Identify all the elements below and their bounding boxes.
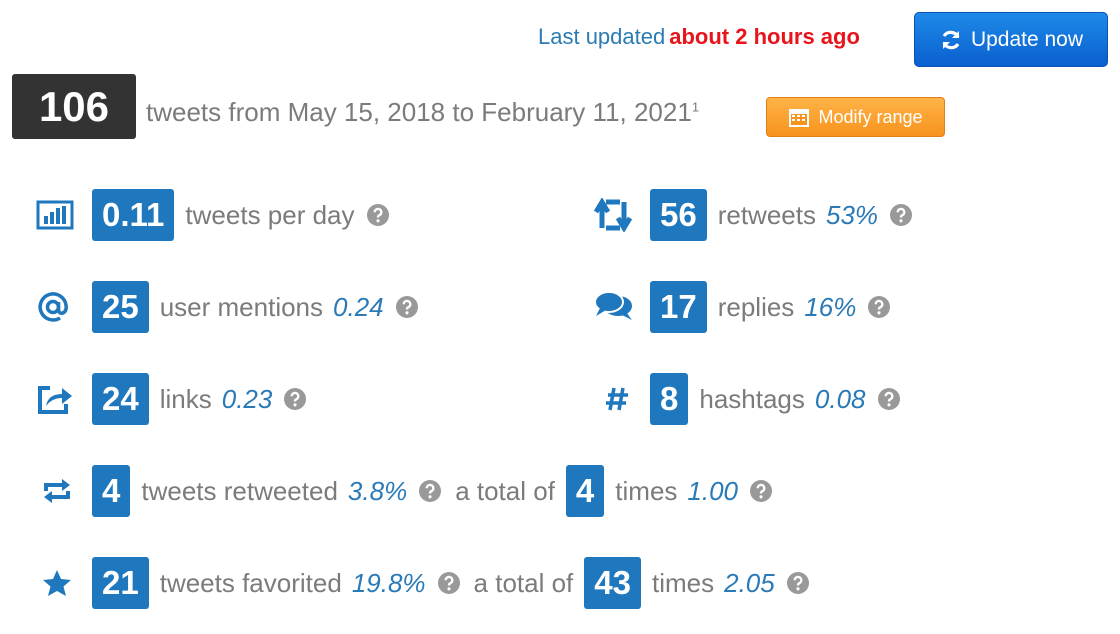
stat-row: 8 hashtags 0.08 [594,373,914,425]
icon-graphic [43,570,71,596]
help-icon[interactable] [890,204,913,226]
stat-label: hashtags [699,383,805,414]
stat-label: user mentions [159,291,324,322]
stat-value: 4 [92,465,131,517]
stat-value: 56 [650,189,707,241]
last-updated-value: about 2 hours ago [669,24,860,49]
stat-value: 24 [92,373,149,425]
icon-graphic [594,198,632,232]
icon [594,290,650,324]
last-updated: Last updated about 2 hours ago [538,24,860,50]
stat-ratio: 16% [804,291,857,322]
stat-ratio: 53% [825,199,879,230]
stat-ratio: 0.23 [221,383,273,414]
update-button-label: Update now [970,27,1084,51]
icon-graphic [437,572,460,594]
icon [36,477,92,505]
update-button[interactable]: Update now [914,12,1108,67]
icon [36,569,92,597]
tweet-count: 106 [12,74,136,139]
icon-graphic [786,572,809,594]
stat-value: 21 [92,557,149,609]
icon-graphic [877,388,900,410]
stat-value: 17 [650,281,707,333]
stat-row: 0.11 tweets per day [36,189,403,241]
icon-graphic [395,296,418,318]
icon-graphic [868,296,891,318]
icon [36,290,92,324]
icon-graphic [284,388,307,410]
modify-range-button[interactable]: Modify range [766,97,945,137]
icon-graphic [366,204,389,226]
icon-graphic [44,479,70,503]
range-text: tweets from May 15, 2018 to February 11,… [146,97,699,128]
help-icon[interactable] [877,388,900,410]
stat-row: 21 tweets favorited 19.8% a total of 43 … [36,557,823,609]
total-value: 43 [584,557,641,609]
icon-graphic [36,200,74,230]
total-unit: times [615,475,678,506]
stat-row: 25 user mentions 0.24 [36,281,432,333]
help-icon[interactable] [750,480,773,502]
stat-row: 17 replies 16% [594,281,904,333]
stat-value: 0.11 [92,189,175,241]
icon [36,200,92,230]
total-label: a total of [473,567,574,598]
icon [594,384,650,414]
help-icon[interactable] [868,296,891,318]
stat-label: retweets [717,199,816,230]
stat-value: 8 [650,373,689,425]
icon [36,382,92,416]
icon-graphic [594,291,632,320]
stat-ratio: 0.24 [333,291,384,322]
stat-ratio: 0.08 [814,383,866,414]
calendar-icon [789,109,810,127]
stat-label: tweets favorited [159,567,342,598]
footnote: 1 [691,99,700,115]
icon-graphic [890,204,913,226]
stat-label: tweets retweeted [141,475,338,506]
total-label: a total of [455,475,555,506]
range-label: tweets from May 15, 2018 to February 11,… [146,97,692,127]
last-updated-label: Last updated [538,24,666,49]
stat-label: tweets per day [185,199,355,230]
help-icon[interactable] [366,204,389,226]
total-value: 4 [565,465,605,517]
stat-row: 24 links 0.23 [36,373,320,425]
help-icon[interactable] [284,388,307,410]
help-icon[interactable] [437,572,460,594]
stat-label: replies [717,291,795,322]
modify-range-label: Modify range [818,106,923,127]
total-unit: times [652,567,715,598]
help-icon[interactable] [395,296,418,318]
help-icon[interactable] [786,572,809,594]
stat-value: 25 [92,281,149,333]
icon-graphic [606,387,628,411]
per-tweet: 1.00 [687,475,739,506]
per-tweet: 2.05 [724,567,775,598]
stat-row: 56 retweets 53% [594,189,926,241]
help-icon[interactable] [419,480,442,502]
stat-ratio: 19.8% [351,567,426,598]
icon-graphic [38,292,68,322]
icon [594,198,650,232]
icon-graphic [750,480,773,502]
stat-ratio: 3.8% [347,475,408,506]
refresh-icon [942,30,960,49]
icon-graphic [38,386,72,414]
stat-row: 4 tweets retweeted 3.8% a total of 4 tim… [36,465,786,517]
icon-graphic [419,480,442,502]
stat-label: links [159,383,212,414]
